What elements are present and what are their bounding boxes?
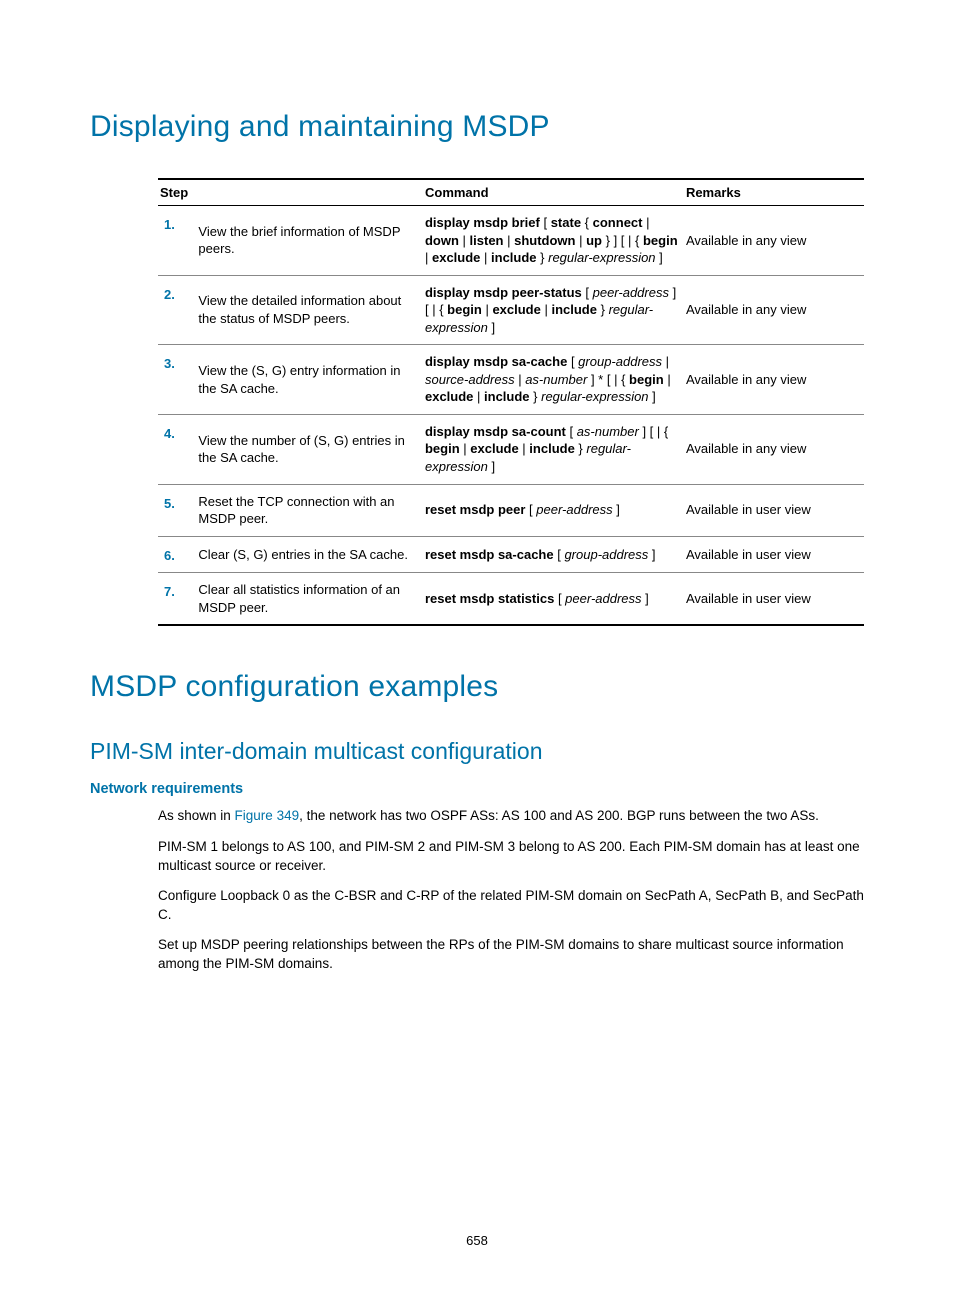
col-header-step: Step	[158, 179, 423, 206]
document-page: Displaying and maintaining MSDP Step Com…	[0, 0, 954, 1296]
heading-pim-sm-inter-domain: PIM-SM inter-domain multicast configurat…	[90, 738, 864, 765]
row-number: 3.	[158, 345, 196, 415]
row-step-description: Clear (S, G) entries in the SA cache.	[196, 536, 423, 573]
paragraph-4: Set up MSDP peering relationships betwee…	[158, 936, 864, 973]
msdp-commands-table: Step Command Remarks 1.View the brief in…	[158, 178, 864, 626]
col-header-remarks: Remarks	[684, 179, 864, 206]
row-step-description: View the number of (S, G) entries in the…	[196, 414, 423, 484]
row-remarks: Available in any view	[684, 414, 864, 484]
paragraph-1-suffix: , the network has two OSPF ASs: AS 100 a…	[299, 808, 819, 823]
table-row: 5.Reset the TCP connection with an MSDP …	[158, 484, 864, 536]
row-number: 7.	[158, 573, 196, 626]
row-remarks: Available in any view	[684, 275, 864, 345]
row-command: reset msdp sa-cache [ group-address ]	[423, 536, 684, 573]
heading-msdp-config-examples: MSDP configuration examples	[90, 670, 864, 704]
row-command: display msdp sa-count [ as-number ] [ | …	[423, 414, 684, 484]
table-row: 4.View the number of (S, G) entries in t…	[158, 414, 864, 484]
paragraph-1-prefix: As shown in	[158, 808, 235, 823]
table-header-row: Step Command Remarks	[158, 179, 864, 206]
row-step-description: View the brief information of MSDP peers…	[196, 206, 423, 276]
table-row: 7.Clear all statistics information of an…	[158, 573, 864, 626]
table-row: 1.View the brief information of MSDP pee…	[158, 206, 864, 276]
row-command: display msdp peer-status [ peer-address …	[423, 275, 684, 345]
paragraph-2: PIM-SM 1 belongs to AS 100, and PIM-SM 2…	[158, 838, 864, 875]
row-remarks: Available in any view	[684, 345, 864, 415]
row-number: 1.	[158, 206, 196, 276]
page-number: 658	[0, 1233, 954, 1248]
paragraph-3: Configure Loopback 0 as the C-BSR and C-…	[158, 887, 864, 924]
paragraph-1: As shown in Figure 349, the network has …	[158, 807, 864, 826]
heading-network-requirements: Network requirements	[90, 781, 864, 797]
row-remarks: Available in user view	[684, 573, 864, 626]
row-command: reset msdp peer [ peer-address ]	[423, 484, 684, 536]
row-command: display msdp brief [ state { connect | d…	[423, 206, 684, 276]
row-number: 4.	[158, 414, 196, 484]
row-command: display msdp sa-cache [ group-address | …	[423, 345, 684, 415]
row-remarks: Available in user view	[684, 484, 864, 536]
heading-displaying-maintaining-msdp: Displaying and maintaining MSDP	[90, 110, 864, 144]
row-step-description: Clear all statistics information of an M…	[196, 573, 423, 626]
row-remarks: Available in any view	[684, 206, 864, 276]
row-number: 5.	[158, 484, 196, 536]
row-remarks: Available in user view	[684, 536, 864, 573]
table-row: 3.View the (S, G) entry information in t…	[158, 345, 864, 415]
table-row: 2.View the detailed information about th…	[158, 275, 864, 345]
row-step-description: View the detailed information about the …	[196, 275, 423, 345]
row-number: 6.	[158, 536, 196, 573]
col-header-command: Command	[423, 179, 684, 206]
row-step-description: Reset the TCP connection with an MSDP pe…	[196, 484, 423, 536]
row-number: 2.	[158, 275, 196, 345]
row-command: reset msdp statistics [ peer-address ]	[423, 573, 684, 626]
row-step-description: View the (S, G) entry information in the…	[196, 345, 423, 415]
figure-349-link[interactable]: Figure 349	[235, 808, 300, 823]
table-row: 6.Clear (S, G) entries in the SA cache.r…	[158, 536, 864, 573]
